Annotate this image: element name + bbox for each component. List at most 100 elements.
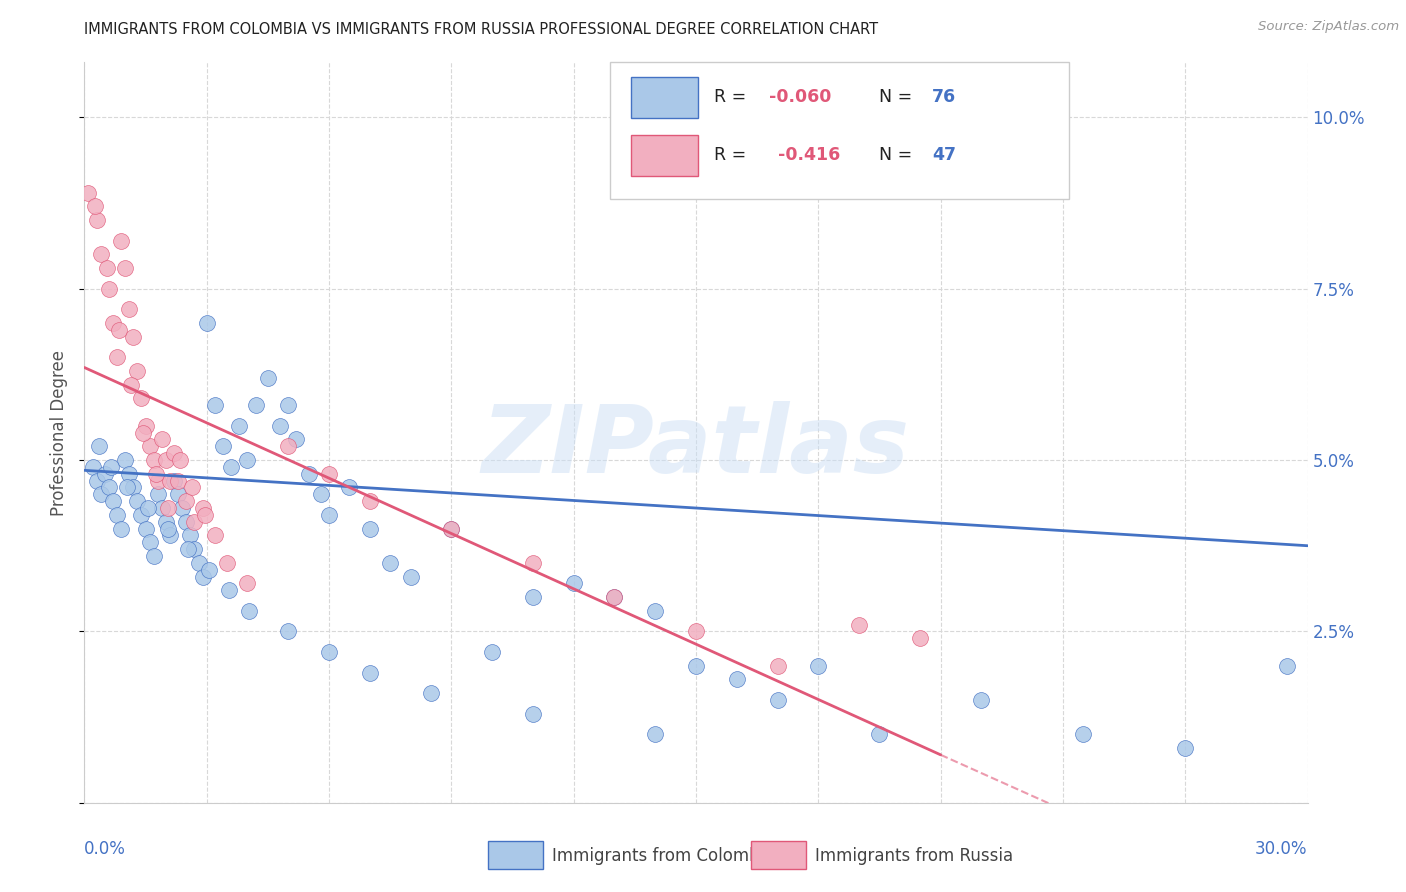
- Text: 47: 47: [932, 146, 956, 164]
- Point: [132, 425, 155, 440]
- Y-axis label: Professional Degree: Professional Degree: [49, 350, 67, 516]
- Point: [766, 658, 789, 673]
- Point: [174, 494, 197, 508]
- Point: [187, 556, 209, 570]
- Point: [644, 604, 666, 618]
- Point: [285, 433, 308, 447]
- Point: [725, 673, 748, 687]
- Point: [277, 398, 299, 412]
- Point: [603, 590, 626, 604]
- Point: [181, 480, 204, 494]
- Point: [156, 501, 179, 516]
- Point: [122, 329, 145, 343]
- FancyBboxPatch shape: [610, 62, 1069, 200]
- Point: [204, 528, 226, 542]
- Text: IMMIGRANTS FROM COLOMBIA VS IMMIGRANTS FROM RUSSIA PROFESSIONAL DEGREE CORRELATI: IMMIGRANTS FROM COLOMBIA VS IMMIGRANTS F…: [84, 22, 879, 37]
- Point: [277, 624, 299, 639]
- Point: [644, 727, 666, 741]
- Text: 30.0%: 30.0%: [1256, 840, 1308, 858]
- Point: [183, 515, 205, 529]
- Point: [90, 487, 112, 501]
- Point: [159, 474, 181, 488]
- Point: [114, 453, 136, 467]
- Point: [603, 590, 626, 604]
- Point: [685, 624, 707, 639]
- Point: [120, 377, 142, 392]
- Point: [101, 494, 124, 508]
- Point: [118, 302, 141, 317]
- Point: [118, 467, 141, 481]
- Point: [238, 604, 260, 618]
- Point: [440, 522, 463, 536]
- FancyBboxPatch shape: [631, 135, 699, 176]
- FancyBboxPatch shape: [631, 78, 699, 118]
- Text: Immigrants from Colombia: Immigrants from Colombia: [551, 847, 775, 865]
- Point: [212, 439, 235, 453]
- FancyBboxPatch shape: [751, 841, 806, 870]
- Point: [807, 658, 830, 673]
- Point: [156, 522, 179, 536]
- Point: [82, 459, 104, 474]
- Point: [204, 398, 226, 412]
- Point: [970, 693, 993, 707]
- Point: [177, 542, 200, 557]
- Point: [522, 706, 544, 721]
- Point: [228, 418, 250, 433]
- Point: [105, 508, 128, 522]
- Point: [298, 467, 321, 481]
- Point: [766, 693, 789, 707]
- Point: [277, 439, 299, 453]
- Point: [115, 480, 138, 494]
- Point: [183, 542, 205, 557]
- Point: [195, 316, 218, 330]
- Point: [127, 494, 149, 508]
- Text: N =: N =: [880, 146, 918, 164]
- Point: [257, 371, 280, 385]
- Point: [135, 522, 157, 536]
- Text: N =: N =: [880, 88, 918, 106]
- Point: [191, 501, 214, 516]
- Point: [131, 508, 153, 522]
- Point: [136, 501, 159, 516]
- Point: [179, 528, 201, 542]
- Text: 76: 76: [932, 88, 956, 106]
- Point: [318, 645, 340, 659]
- Point: [87, 439, 110, 453]
- FancyBboxPatch shape: [488, 841, 543, 870]
- Point: [77, 186, 100, 200]
- Point: [562, 576, 585, 591]
- Point: [440, 522, 463, 536]
- Point: [138, 439, 160, 453]
- Point: [122, 480, 145, 494]
- Text: ZIPatlas: ZIPatlas: [482, 401, 910, 493]
- Point: [96, 261, 118, 276]
- Point: [155, 515, 177, 529]
- Point: [399, 569, 422, 583]
- Point: [97, 480, 120, 494]
- Point: [318, 467, 340, 481]
- Text: Source: ZipAtlas.com: Source: ZipAtlas.com: [1258, 20, 1399, 33]
- Point: [481, 645, 503, 659]
- Point: [159, 528, 181, 542]
- Point: [150, 433, 173, 447]
- Point: [359, 522, 381, 536]
- Point: [93, 467, 117, 481]
- Point: [86, 474, 108, 488]
- Point: [114, 261, 136, 276]
- Point: [105, 350, 128, 364]
- Text: 0.0%: 0.0%: [84, 840, 127, 858]
- Point: [194, 508, 217, 522]
- Point: [685, 658, 707, 673]
- Point: [100, 459, 122, 474]
- Point: [309, 487, 332, 501]
- Point: [420, 686, 443, 700]
- Text: -0.060: -0.060: [769, 88, 832, 106]
- Point: [90, 247, 112, 261]
- Point: [1073, 727, 1095, 741]
- Point: [167, 474, 190, 488]
- Text: R =: R =: [714, 88, 752, 106]
- Point: [359, 665, 381, 680]
- Point: [169, 453, 191, 467]
- Point: [150, 501, 173, 516]
- Point: [97, 282, 120, 296]
